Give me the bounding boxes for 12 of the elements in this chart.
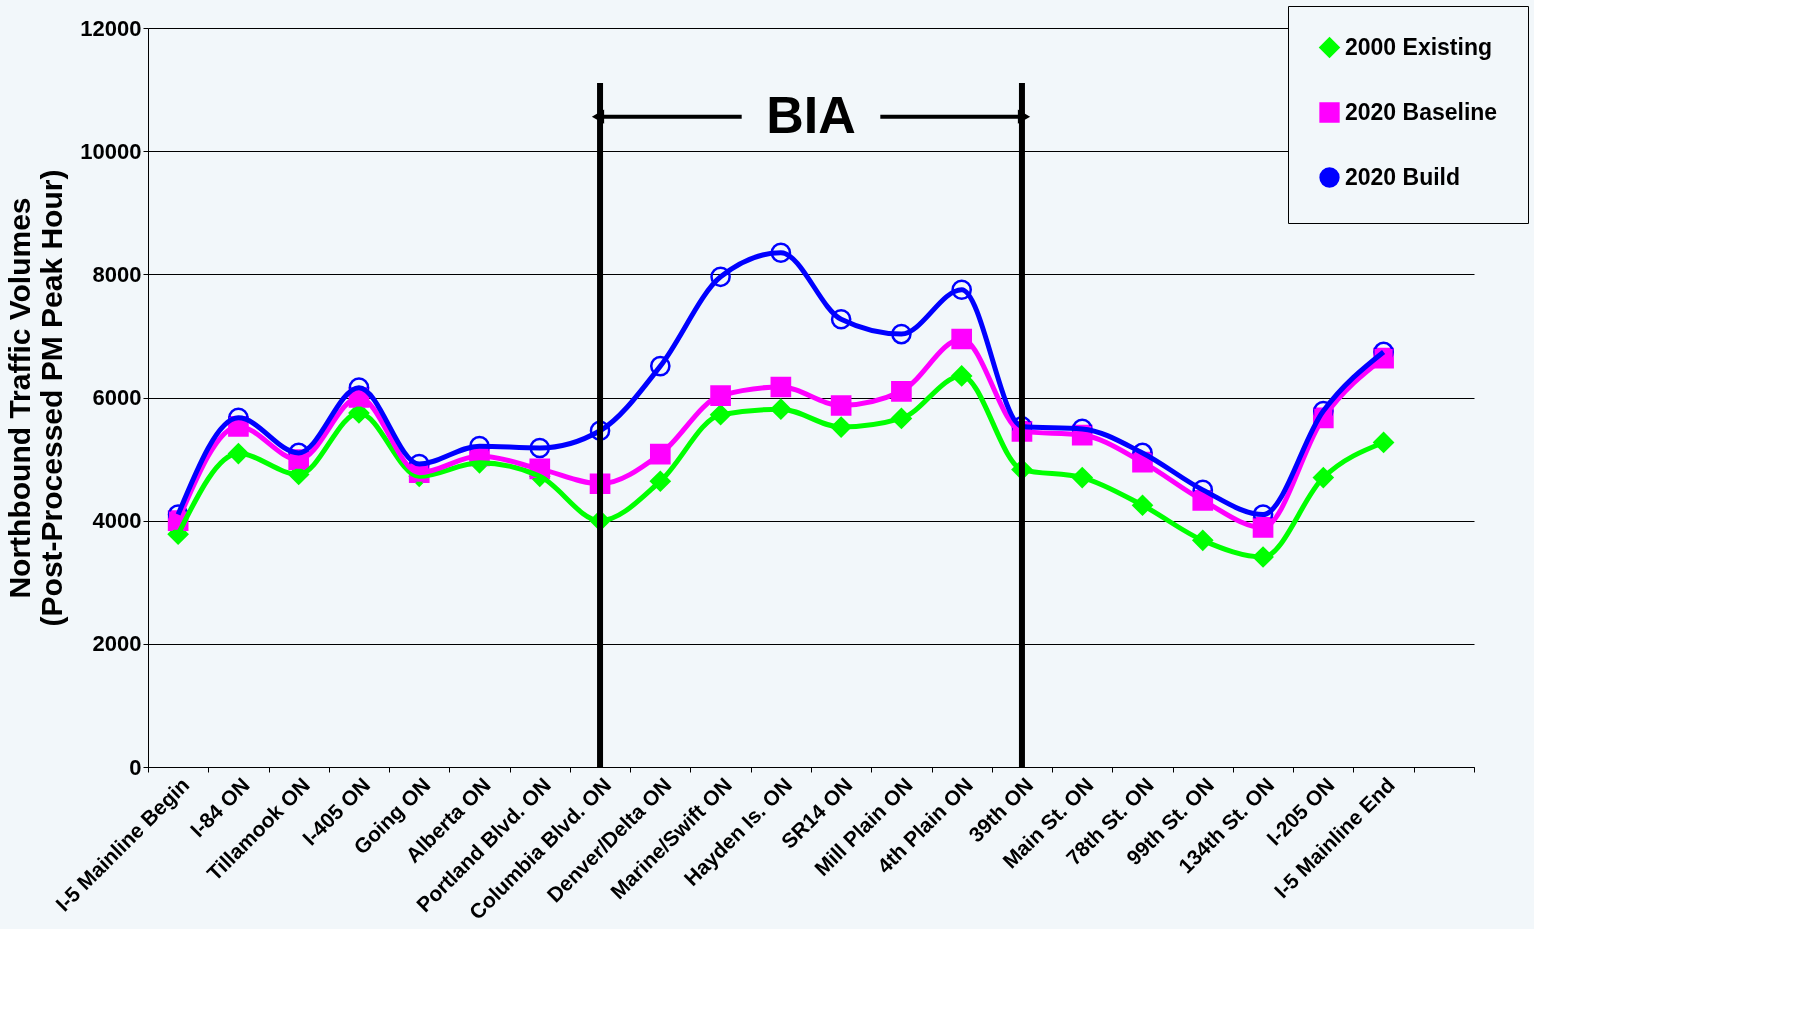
legend-label: 2000 Existing (1345, 33, 1493, 60)
y-tick-label: 10000 (80, 138, 142, 164)
legend-label: 2020 Build (1345, 163, 1461, 190)
y-tick-label: 8000 (92, 261, 142, 287)
legend-label: 2020 Baseline (1345, 98, 1498, 125)
y-axis-title: Northbound Traffic Volumes (Post-Processed PM Peak Hour) (3, 169, 69, 627)
y-tick-label: 2000 (92, 631, 142, 657)
annotation: BIA (766, 85, 856, 144)
y-tick-label: 12000 (80, 15, 142, 41)
y-tick-label: 0 (129, 754, 142, 780)
y-tick-label: 4000 (92, 508, 142, 534)
y-tick-label: 6000 (92, 385, 142, 410)
